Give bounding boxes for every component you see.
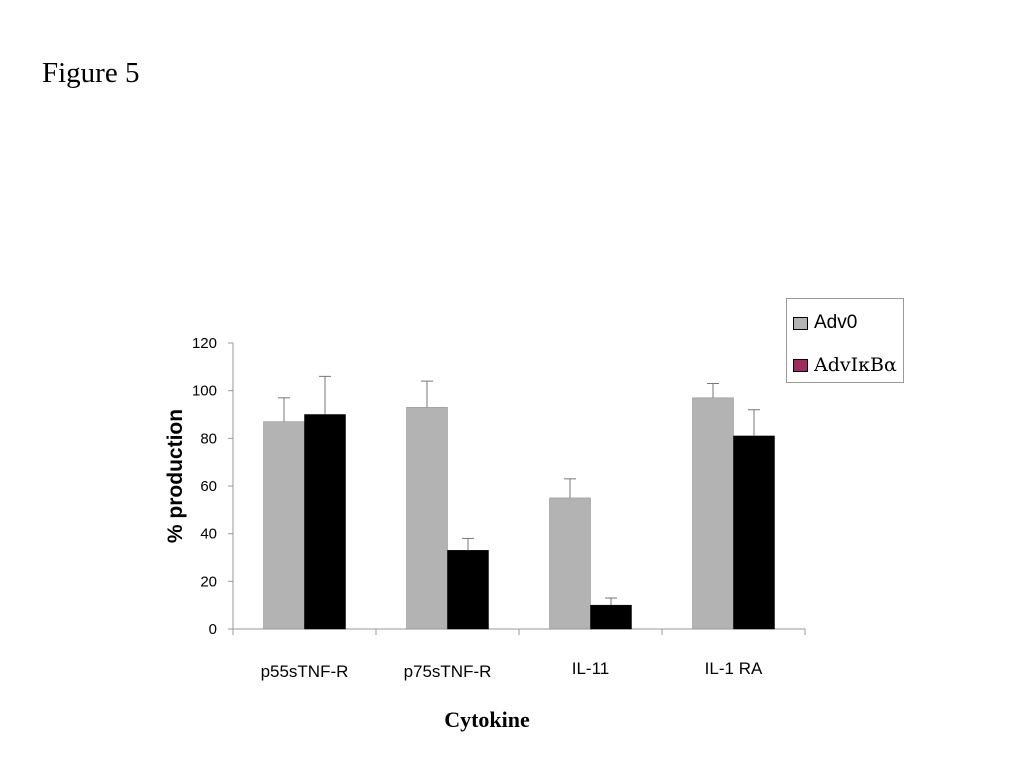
- x-tick-label: IL-1 RA: [705, 659, 763, 678]
- legend: Adv0 AdvIκBα: [786, 298, 904, 383]
- legend-item-adv0: Adv0: [793, 312, 857, 334]
- x-axis-title: Cytokine: [444, 707, 530, 732]
- legend-swatch-adv0: [793, 316, 808, 330]
- y-tick-label: 100: [192, 383, 217, 400]
- bar-advikba: [733, 435, 775, 630]
- tick-labels: 0 20 40 60 80 100 120 p55sTNF-R p75sTNF-R IL-11 IL…: [192, 335, 763, 681]
- figure-label: Figure 5: [42, 57, 140, 89]
- bar-adv0: [549, 497, 591, 630]
- y-tick-label: 40: [200, 526, 217, 543]
- x-tick-label: IL-11: [572, 659, 610, 678]
- bar-advikba: [304, 414, 346, 630]
- bar-advikba: [447, 550, 489, 630]
- legend-label-adv0: Adv0: [814, 312, 858, 333]
- y-tick-label: 0: [209, 621, 217, 638]
- y-axis-title: % production: [164, 409, 187, 543]
- legend-label-advikba: AdvIκBα: [814, 354, 897, 376]
- bar-advikba: [590, 604, 632, 630]
- bars: [263, 397, 775, 630]
- y-tick-label: 120: [192, 335, 217, 352]
- error-bars: [278, 375, 760, 606]
- bar-adv0: [263, 421, 305, 630]
- y-tick-label: 60: [200, 478, 217, 495]
- bar-adv0: [406, 407, 448, 630]
- x-tick-label: p55sTNF-R: [261, 662, 349, 681]
- legend-item-advikba: AdvIκBα: [793, 354, 897, 376]
- bar-adv0: [692, 397, 734, 630]
- y-tick-label: 80: [200, 430, 217, 447]
- legend-swatch-advikba: [793, 358, 808, 372]
- y-tick-label: 20: [200, 573, 217, 590]
- x-tick-label: p75sTNF-R: [404, 662, 492, 681]
- axis-ticks: [228, 342, 806, 635]
